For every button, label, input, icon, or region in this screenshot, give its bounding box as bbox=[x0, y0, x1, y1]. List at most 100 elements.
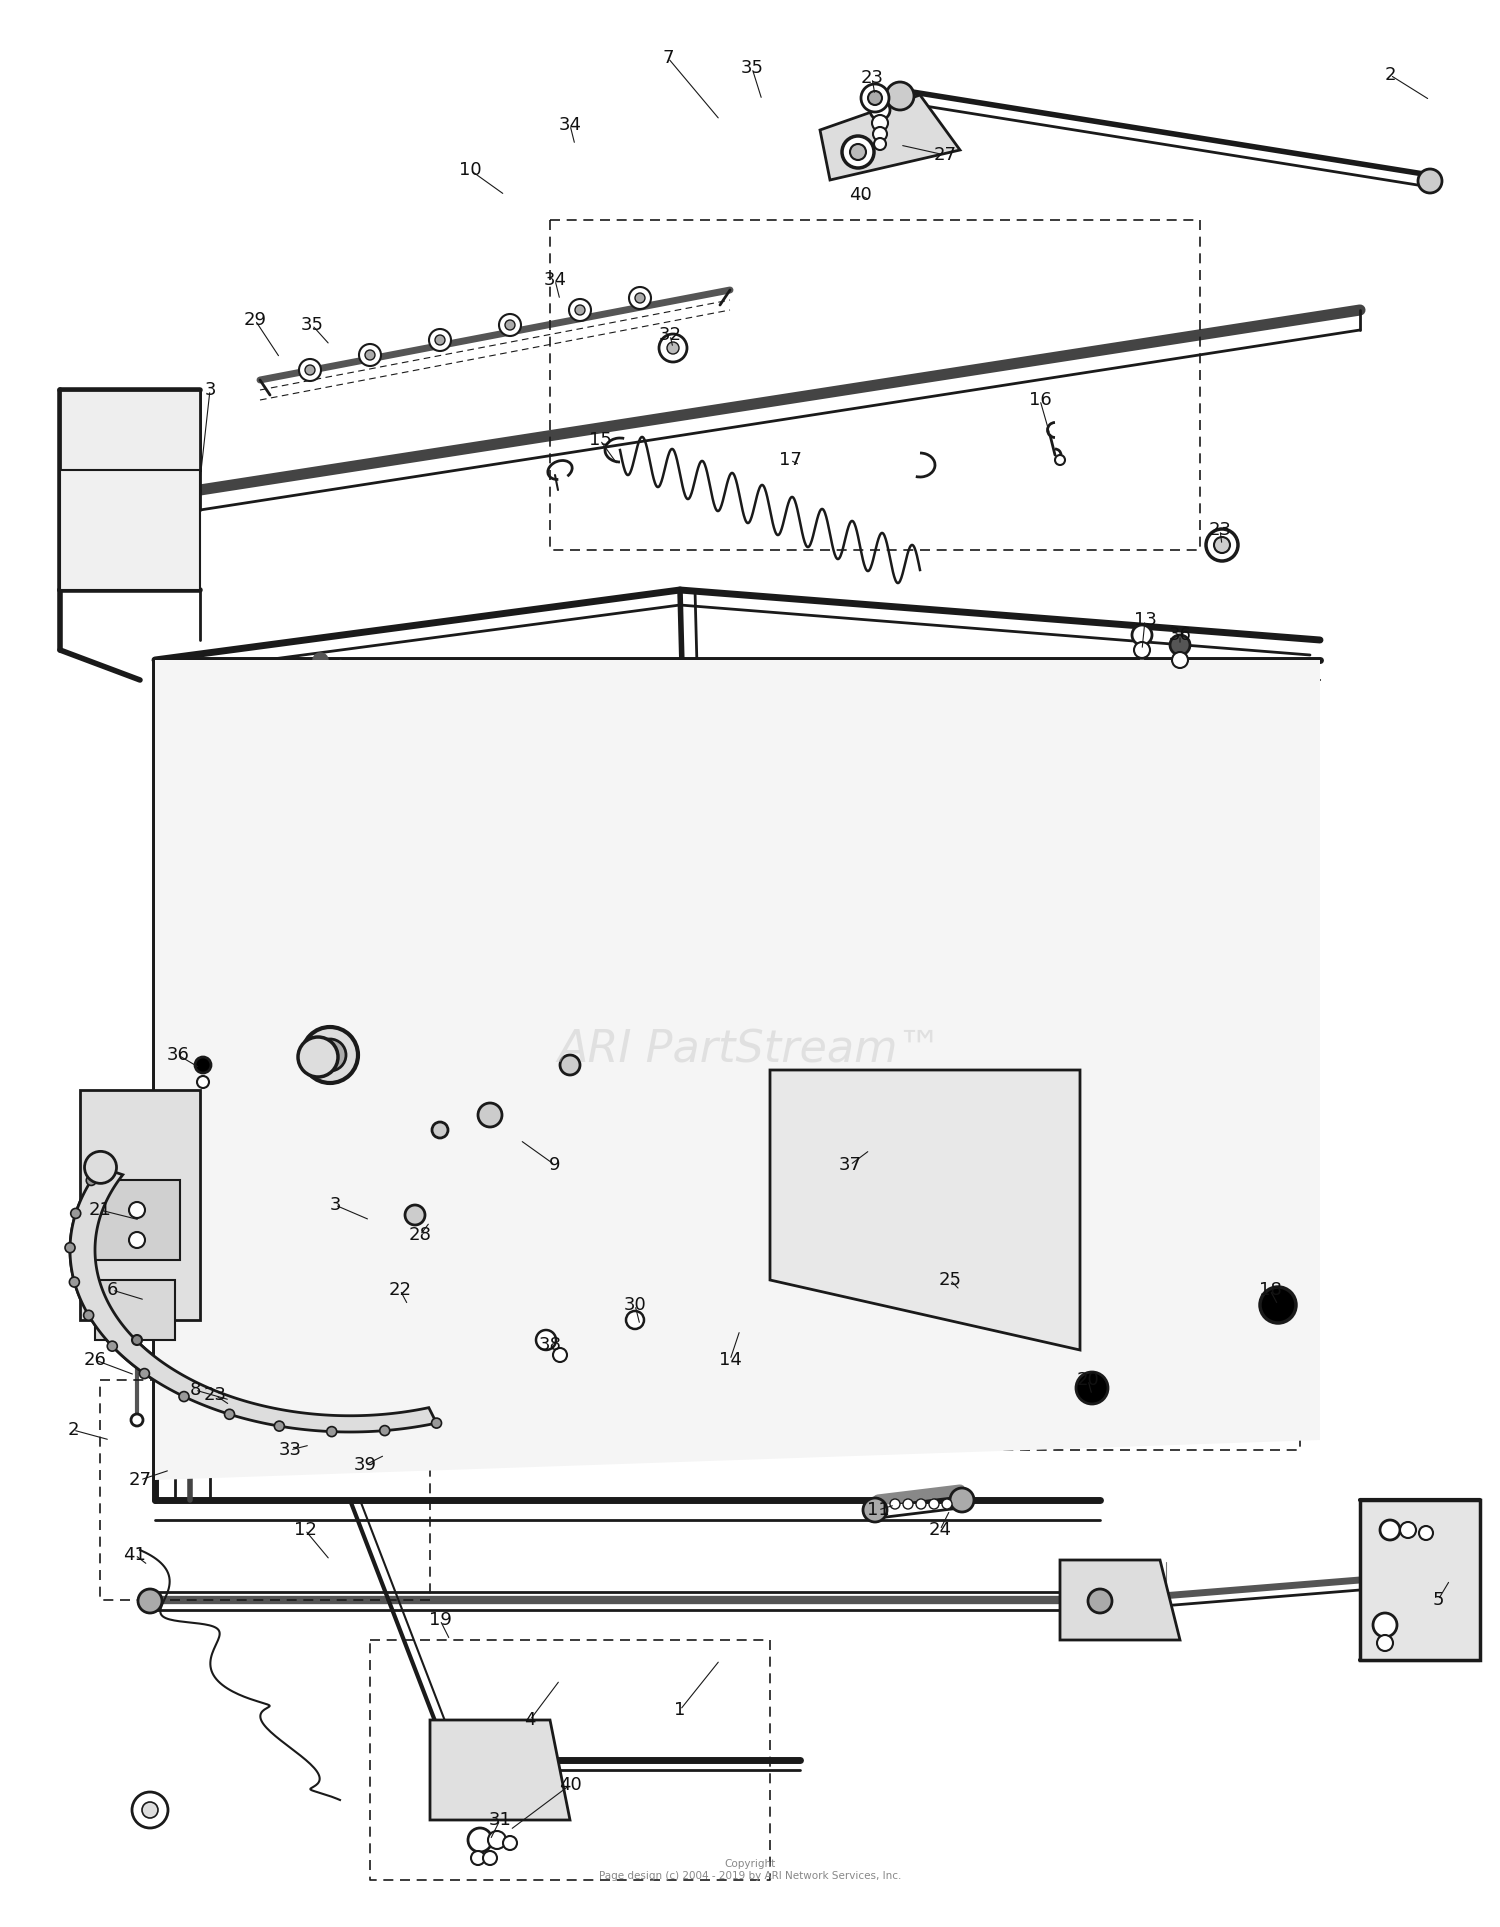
Text: 3: 3 bbox=[204, 382, 216, 399]
Text: 34: 34 bbox=[543, 272, 567, 289]
Circle shape bbox=[132, 1335, 142, 1345]
Text: 23: 23 bbox=[204, 1386, 226, 1405]
Circle shape bbox=[560, 1054, 580, 1075]
Circle shape bbox=[842, 137, 874, 168]
Polygon shape bbox=[180, 489, 200, 530]
Text: 16: 16 bbox=[1029, 391, 1051, 409]
Circle shape bbox=[364, 351, 375, 360]
Circle shape bbox=[84, 1150, 117, 1183]
Circle shape bbox=[950, 1488, 974, 1513]
Circle shape bbox=[132, 1792, 168, 1829]
Text: 40: 40 bbox=[849, 187, 871, 204]
Circle shape bbox=[862, 1497, 886, 1522]
Circle shape bbox=[568, 299, 591, 322]
Circle shape bbox=[138, 1590, 162, 1613]
Circle shape bbox=[850, 145, 865, 160]
Circle shape bbox=[1172, 651, 1188, 669]
Circle shape bbox=[871, 116, 888, 131]
Text: 7: 7 bbox=[663, 48, 674, 67]
Text: 30: 30 bbox=[624, 1297, 646, 1314]
Circle shape bbox=[1214, 538, 1230, 553]
Text: 18: 18 bbox=[1258, 1281, 1281, 1299]
Circle shape bbox=[1076, 1372, 1108, 1405]
Circle shape bbox=[870, 100, 889, 119]
Polygon shape bbox=[90, 1179, 180, 1260]
Circle shape bbox=[129, 1202, 146, 1218]
Text: ARI PartStream™: ARI PartStream™ bbox=[558, 1029, 942, 1071]
Polygon shape bbox=[430, 1721, 570, 1819]
Circle shape bbox=[861, 85, 889, 112]
Text: 35: 35 bbox=[741, 60, 764, 77]
Polygon shape bbox=[70, 1168, 436, 1432]
Text: 36: 36 bbox=[1168, 626, 1191, 644]
Text: Copyright
Page design (c) 2004 - 2019 by ARI Network Services, Inc.: Copyright Page design (c) 2004 - 2019 by… bbox=[598, 1860, 902, 1881]
Circle shape bbox=[928, 1499, 939, 1509]
Circle shape bbox=[942, 1499, 952, 1509]
Text: 6: 6 bbox=[106, 1281, 117, 1299]
Text: 26: 26 bbox=[84, 1351, 106, 1368]
Circle shape bbox=[142, 1802, 158, 1817]
Circle shape bbox=[503, 1836, 518, 1850]
Circle shape bbox=[358, 345, 381, 366]
Circle shape bbox=[1419, 1526, 1432, 1540]
Circle shape bbox=[1377, 1634, 1394, 1651]
Circle shape bbox=[140, 1368, 150, 1378]
Polygon shape bbox=[1360, 1499, 1480, 1659]
Circle shape bbox=[1380, 1520, 1400, 1540]
Circle shape bbox=[868, 91, 882, 104]
Text: 33: 33 bbox=[279, 1441, 302, 1459]
Circle shape bbox=[886, 83, 914, 110]
Circle shape bbox=[314, 1039, 346, 1071]
Text: 13: 13 bbox=[1134, 611, 1156, 628]
Text: 38: 38 bbox=[538, 1335, 561, 1355]
Circle shape bbox=[64, 1243, 75, 1253]
Circle shape bbox=[874, 139, 886, 150]
Text: 39: 39 bbox=[354, 1457, 376, 1474]
Circle shape bbox=[506, 320, 515, 330]
Text: 10: 10 bbox=[459, 162, 482, 179]
Circle shape bbox=[626, 1310, 644, 1330]
Circle shape bbox=[1132, 624, 1152, 646]
Circle shape bbox=[298, 1037, 338, 1077]
Circle shape bbox=[1206, 530, 1237, 561]
Circle shape bbox=[536, 1330, 556, 1351]
Circle shape bbox=[178, 1391, 189, 1401]
Circle shape bbox=[873, 127, 886, 141]
Circle shape bbox=[327, 1426, 336, 1438]
Circle shape bbox=[84, 1310, 93, 1320]
Text: 19: 19 bbox=[429, 1611, 451, 1628]
Circle shape bbox=[668, 341, 680, 355]
Circle shape bbox=[380, 1426, 390, 1436]
Circle shape bbox=[916, 1499, 926, 1509]
Text: 8: 8 bbox=[189, 1382, 201, 1399]
Text: 36: 36 bbox=[166, 1046, 189, 1064]
Text: 28: 28 bbox=[408, 1226, 432, 1245]
Circle shape bbox=[1372, 1613, 1396, 1638]
Text: 27: 27 bbox=[933, 146, 957, 164]
Text: 23: 23 bbox=[861, 69, 883, 87]
Circle shape bbox=[304, 364, 315, 376]
Text: 2: 2 bbox=[68, 1420, 78, 1439]
Text: 2: 2 bbox=[1384, 66, 1395, 85]
Circle shape bbox=[1054, 455, 1065, 464]
Circle shape bbox=[298, 358, 321, 382]
Circle shape bbox=[87, 1175, 96, 1185]
Text: 9: 9 bbox=[549, 1156, 561, 1174]
Text: 32: 32 bbox=[658, 326, 681, 345]
Polygon shape bbox=[60, 389, 200, 470]
Text: 27: 27 bbox=[129, 1470, 152, 1490]
Circle shape bbox=[628, 287, 651, 308]
Polygon shape bbox=[821, 94, 960, 179]
Circle shape bbox=[70, 1208, 81, 1218]
Polygon shape bbox=[80, 1091, 200, 1320]
Circle shape bbox=[435, 335, 445, 345]
Circle shape bbox=[196, 1075, 208, 1089]
Text: 20: 20 bbox=[1077, 1370, 1100, 1389]
Text: 3: 3 bbox=[330, 1197, 340, 1214]
Circle shape bbox=[69, 1278, 80, 1287]
Text: 4: 4 bbox=[525, 1711, 536, 1729]
Polygon shape bbox=[154, 661, 1320, 1480]
Text: 1: 1 bbox=[675, 1702, 686, 1719]
Circle shape bbox=[1134, 642, 1150, 657]
Text: 11: 11 bbox=[867, 1501, 889, 1518]
